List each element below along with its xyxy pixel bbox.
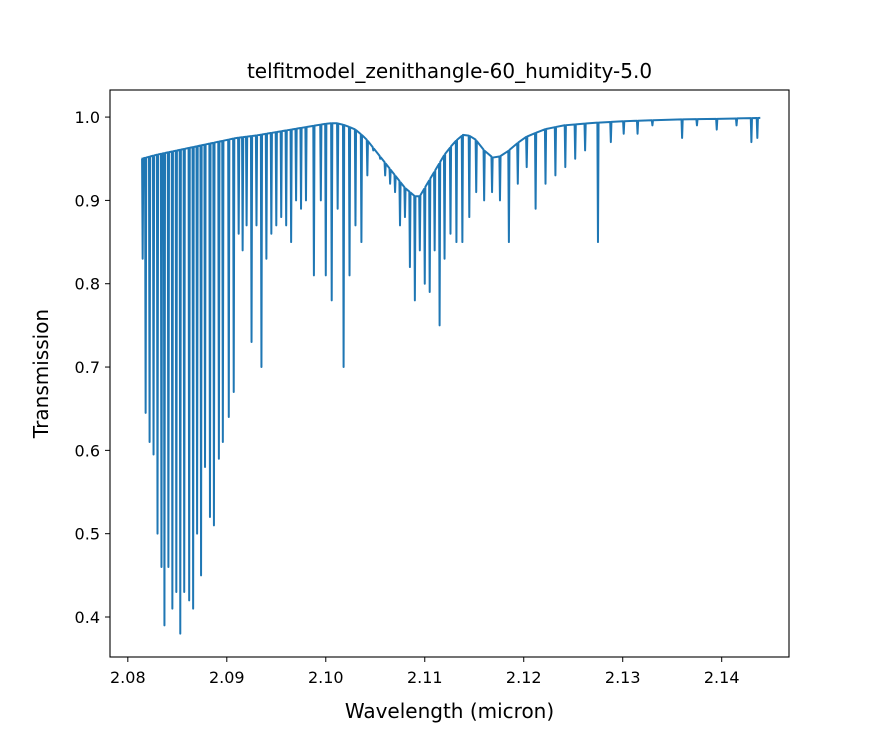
transmission-series-line (141, 116, 761, 635)
axes-layer: 2.08 2.09 2.10 2.11 2.12 2.13 2.14 0.4 0.5 0.6 0.7… (75, 108, 740, 687)
y-tick-label: 0.5 (75, 525, 100, 544)
x-tick-label: 2.13 (605, 668, 641, 687)
series-layer (141, 116, 761, 635)
x-tick-label: 2.12 (506, 668, 542, 687)
x-axis-label: Wavelength (micron) (345, 699, 554, 723)
x-tick-label: 2.14 (704, 668, 740, 687)
y-tick-label: 1.0 (75, 108, 100, 127)
plot-frame (109, 89, 790, 658)
chart-title: telfitmodel_zenithangle-60_humidity-5.0 (247, 59, 652, 83)
x-tick-label: 2.09 (209, 668, 245, 687)
y-tick-label: 0.4 (75, 608, 100, 627)
y-tick-label: 0.9 (75, 191, 100, 210)
y-tick-label: 0.6 (75, 441, 100, 460)
y-tick-label: 0.7 (75, 358, 100, 377)
y-tick-label: 0.8 (75, 275, 100, 294)
x-tick-label: 2.11 (407, 668, 443, 687)
x-tick-label: 2.10 (308, 668, 344, 687)
y-axis-label: Transmission (29, 309, 53, 439)
x-tick-label: 2.08 (110, 668, 146, 687)
